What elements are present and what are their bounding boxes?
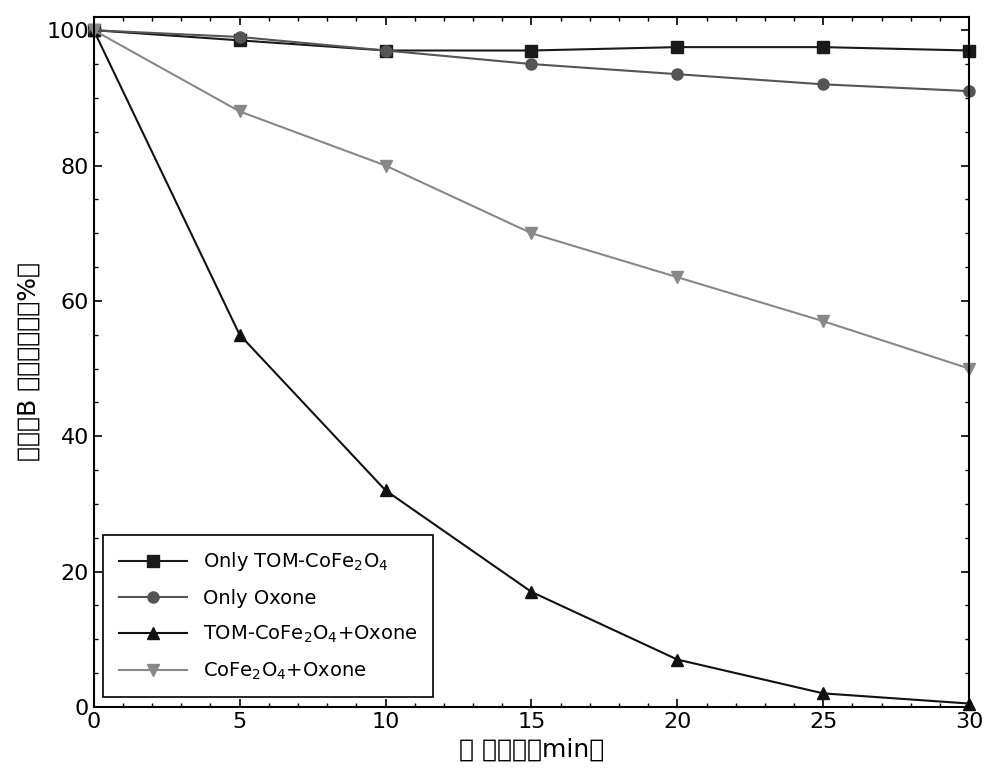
CoFe$_2$O$_4$+Oxone xyxy=(817,317,829,326)
TOM-CoFe$_2$O$_4$+Oxone xyxy=(525,587,537,597)
TOM-CoFe$_2$O$_4$+Oxone xyxy=(817,689,829,698)
Only TOM-CoFe$_2$O$_4$ xyxy=(525,46,537,55)
Legend: Only TOM-CoFe$_2$O$_4$, Only Oxone, TOM-CoFe$_2$O$_4$+Oxone, CoFe$_2$O$_4$+Oxone: Only TOM-CoFe$_2$O$_4$, Only Oxone, TOM-… xyxy=(103,534,433,697)
Only Oxone xyxy=(380,46,392,55)
CoFe$_2$O$_4$+Oxone xyxy=(671,272,683,282)
Only Oxone xyxy=(88,26,100,35)
Only Oxone xyxy=(234,33,246,42)
Only TOM-CoFe$_2$O$_4$ xyxy=(380,46,392,55)
Only Oxone xyxy=(525,59,537,68)
Only Oxone xyxy=(963,86,975,96)
Only TOM-CoFe$_2$O$_4$ xyxy=(963,46,975,55)
CoFe$_2$O$_4$+Oxone xyxy=(963,364,975,373)
TOM-CoFe$_2$O$_4$+Oxone xyxy=(963,699,975,708)
Line: Only TOM-CoFe$_2$O$_4$: Only TOM-CoFe$_2$O$_4$ xyxy=(88,25,975,56)
TOM-CoFe$_2$O$_4$+Oxone xyxy=(234,330,246,339)
TOM-CoFe$_2$O$_4$+Oxone xyxy=(88,26,100,35)
Line: CoFe$_2$O$_4$+Oxone: CoFe$_2$O$_4$+Oxone xyxy=(87,24,975,375)
TOM-CoFe$_2$O$_4$+Oxone xyxy=(671,655,683,664)
Only Oxone xyxy=(817,79,829,89)
CoFe$_2$O$_4$+Oxone xyxy=(88,26,100,35)
Only TOM-CoFe$_2$O$_4$ xyxy=(671,43,683,52)
TOM-CoFe$_2$O$_4$+Oxone xyxy=(380,485,392,495)
Only TOM-CoFe$_2$O$_4$ xyxy=(234,36,246,45)
Line: TOM-CoFe$_2$O$_4$+Oxone: TOM-CoFe$_2$O$_4$+Oxone xyxy=(87,24,975,710)
CoFe$_2$O$_4$+Oxone xyxy=(234,107,246,116)
Only TOM-CoFe$_2$O$_4$ xyxy=(88,26,100,35)
Line: Only Oxone: Only Oxone xyxy=(88,25,975,96)
Only Oxone xyxy=(671,69,683,79)
X-axis label: 反 应时间（min）: 反 应时间（min） xyxy=(459,738,604,762)
CoFe$_2$O$_4$+Oxone xyxy=(525,229,537,238)
Only TOM-CoFe$_2$O$_4$ xyxy=(817,43,829,52)
CoFe$_2$O$_4$+Oxone xyxy=(380,161,392,170)
Y-axis label: 罗丹明B 剩余百分比（%）: 罗丹明B 剩余百分比（%） xyxy=(17,262,41,461)
